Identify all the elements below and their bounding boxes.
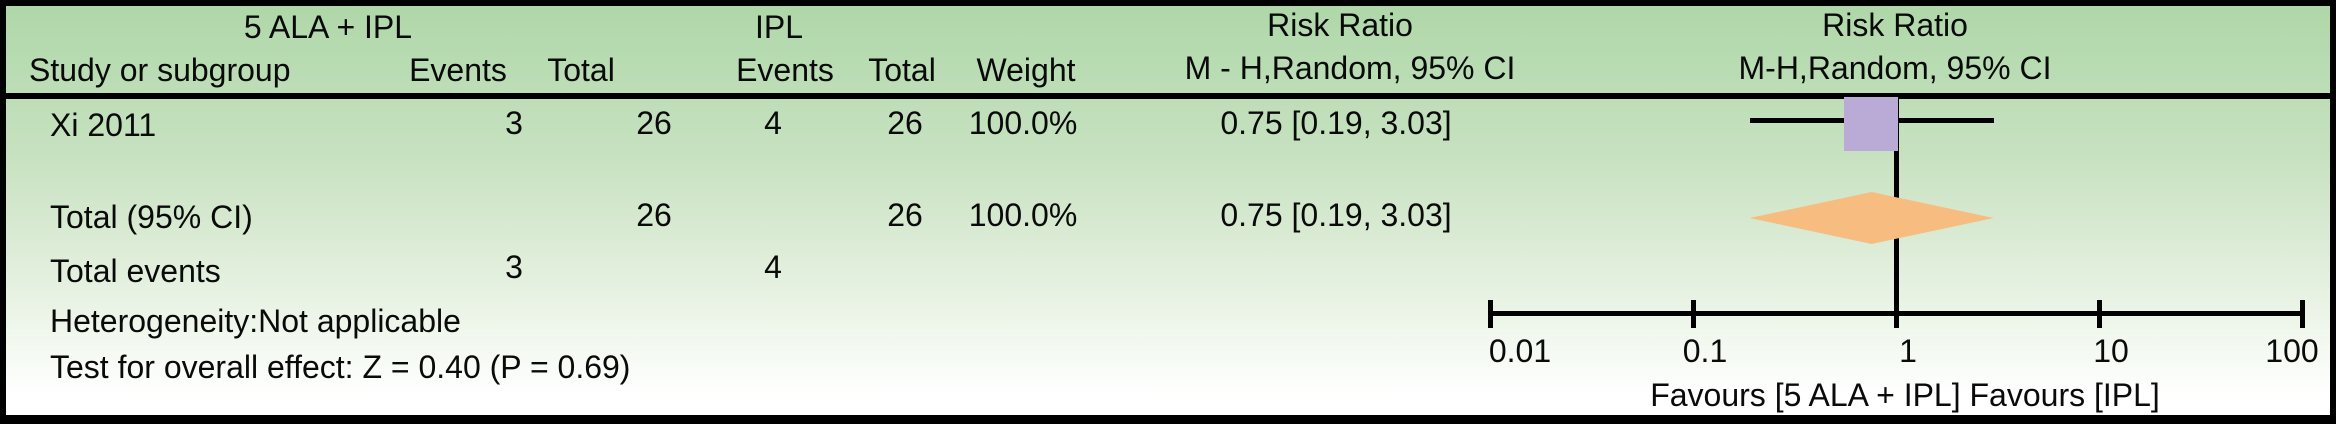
header-mh-random-left: M - H,Random, 95% CI bbox=[1184, 50, 1516, 86]
header-study-or-subgroup: Study or subgroup bbox=[29, 52, 291, 88]
total-effect-diamond bbox=[1749, 192, 1994, 244]
total-row-name: Total (95% CI) bbox=[50, 199, 253, 235]
x-axis-tick bbox=[1690, 300, 1696, 328]
x-axis-tick-label: 100 bbox=[2265, 333, 2319, 369]
heterogeneity-text: Heterogeneity:Not applicable bbox=[50, 303, 461, 339]
overall-effect-text: Test for overall effect: Z = 0.40 (P = 0… bbox=[50, 349, 631, 385]
x-axis-tick-label: 10 bbox=[2093, 333, 2129, 369]
x-axis-tick-label: 1 bbox=[1899, 333, 1917, 369]
study-row-events-control: 4 bbox=[764, 105, 782, 141]
total-row-total-control: 26 bbox=[887, 197, 923, 233]
x-axis-tick-label: 0.01 bbox=[1488, 333, 1552, 369]
total-row-total-treatment: 26 bbox=[636, 197, 672, 233]
header-events-treatment: Events bbox=[409, 52, 507, 88]
x-axis-tick bbox=[1893, 300, 1899, 328]
frame-border-right bbox=[2330, 0, 2336, 424]
frame-border-top bbox=[0, 0, 2336, 6]
study-row-name: Xi 2011 bbox=[50, 107, 157, 143]
x-axis-tick bbox=[2299, 300, 2305, 328]
header-risk-ratio-right: Risk Ratio bbox=[1822, 7, 1968, 43]
header-total-control: Total bbox=[868, 52, 936, 88]
frame-border-bottom bbox=[0, 415, 2336, 424]
study-row-total-control: 26 bbox=[887, 105, 923, 141]
header-events-control: Events bbox=[736, 52, 834, 88]
header-separator-line bbox=[0, 93, 2336, 99]
study-row-rr-ci: 0.75 [0.19, 3.03] bbox=[1220, 105, 1452, 141]
header-group-treatment: 5 ALA + IPL bbox=[243, 9, 413, 45]
header-total-treatment: Total bbox=[547, 52, 615, 88]
x-axis-tick-label: 0.1 bbox=[1682, 333, 1728, 369]
study-row-weight: 100.0% bbox=[968, 105, 1078, 141]
frame-border-left bbox=[0, 0, 6, 424]
total-row-weight: 100.0% bbox=[968, 197, 1078, 233]
study-weight-marker bbox=[1843, 97, 1898, 151]
total-events-label: Total events bbox=[50, 253, 221, 289]
total-row-rr-ci: 0.75 [0.19, 3.03] bbox=[1220, 197, 1452, 233]
header-risk-ratio-left: Risk Ratio bbox=[1267, 7, 1413, 43]
header-group-control: IPL bbox=[754, 9, 804, 45]
header-weight: Weight bbox=[976, 52, 1076, 88]
total-events-control: 4 bbox=[764, 249, 782, 285]
x-axis-tick bbox=[2096, 300, 2102, 328]
x-axis-tick bbox=[1487, 300, 1493, 328]
total-events-treatment: 3 bbox=[505, 249, 523, 285]
study-row-events-treatment: 3 bbox=[505, 105, 523, 141]
favours-label: Favours [5 ALA + IPL] Favours [IPL] bbox=[1650, 377, 2160, 413]
study-row-total-treatment: 26 bbox=[636, 105, 672, 141]
header-mh-random-right: M-H,Random, 95% CI bbox=[1738, 50, 2052, 86]
